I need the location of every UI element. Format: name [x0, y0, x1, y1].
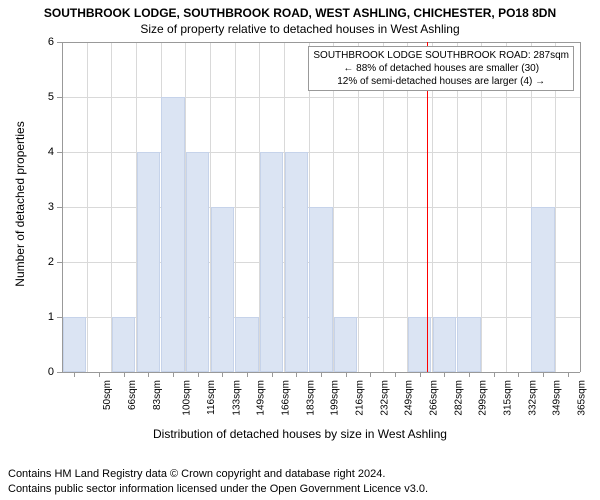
- x-tick-label: 216sqm: [355, 380, 366, 416]
- grid-line-h: [62, 97, 580, 98]
- footer-line-1: Contains HM Land Registry data © Crown c…: [8, 467, 428, 481]
- histogram-bar: [531, 207, 554, 372]
- y-tick-label: 1: [0, 311, 54, 323]
- histogram-bar: [433, 317, 456, 372]
- plot-border-top: [62, 42, 580, 43]
- grid-line-v: [481, 42, 482, 372]
- histogram-bar: [235, 317, 258, 372]
- grid-line-v: [506, 42, 507, 372]
- grid-line-v: [383, 42, 384, 372]
- histogram-bar: [309, 207, 332, 372]
- annotation-box: SOUTHBROOK LODGE SOUTHBROOK ROAD: 287sqm…: [308, 46, 574, 91]
- x-axis: [62, 372, 580, 373]
- x-tick-label: 166sqm: [281, 380, 292, 416]
- x-tick-label: 249sqm: [404, 380, 415, 416]
- annotation-line: SOUTHBROOK LODGE SOUTHBROOK ROAD: 287sqm: [313, 49, 569, 62]
- x-tick-label: 100sqm: [182, 380, 193, 416]
- histogram-bar: [161, 97, 184, 372]
- footer-line-2: Contains public sector information licen…: [8, 482, 428, 496]
- x-tick-label: 83sqm: [152, 380, 163, 410]
- histogram-bar: [112, 317, 135, 372]
- histogram-bar: [63, 317, 86, 372]
- histogram-bar: [211, 207, 234, 372]
- histogram-bar: [334, 317, 357, 372]
- x-tick-label: 282sqm: [453, 380, 464, 416]
- x-tick-label: 349sqm: [552, 380, 563, 416]
- histogram-bar: [260, 152, 283, 372]
- y-axis: [62, 42, 63, 372]
- y-tick-label: 3: [0, 201, 54, 213]
- histogram-bar: [137, 152, 160, 372]
- annotation-line: ← 88% of detached houses are smaller (30…: [313, 62, 569, 75]
- x-tick-label: 315sqm: [503, 380, 514, 416]
- chart-container: SOUTHBROOK LODGE, SOUTHBROOK ROAD, WEST …: [0, 0, 600, 500]
- y-tick-label: 6: [0, 36, 54, 48]
- y-tick-label: 5: [0, 91, 54, 103]
- y-tick-label: 0: [0, 366, 54, 378]
- histogram-bar: [186, 152, 209, 372]
- x-tick-label: 66sqm: [127, 380, 138, 410]
- x-tick-label: 299sqm: [478, 380, 489, 416]
- marker-line: [427, 42, 428, 372]
- x-tick-label: 183sqm: [305, 380, 316, 416]
- histogram-bar: [285, 152, 308, 372]
- x-tick-label: 50sqm: [102, 380, 113, 410]
- grid-line-v: [555, 42, 556, 372]
- x-tick-label: 266sqm: [429, 380, 440, 416]
- x-tick-label: 365sqm: [577, 380, 588, 416]
- x-tick-label: 332sqm: [527, 380, 538, 416]
- y-tick-label: 4: [0, 146, 54, 158]
- x-tick-label: 232sqm: [379, 380, 390, 416]
- x-tick-label: 133sqm: [231, 380, 242, 416]
- x-axis-label: Distribution of detached houses by size …: [0, 427, 600, 441]
- annotation-line: 12% of semi-detached houses are larger (…: [313, 75, 569, 88]
- x-tick-label: 199sqm: [330, 380, 341, 416]
- grid-line-v: [358, 42, 359, 372]
- x-tick-label: 149sqm: [256, 380, 267, 416]
- x-tick-label: 116sqm: [206, 380, 217, 415]
- y-tick-label: 2: [0, 256, 54, 268]
- footer-attribution: Contains HM Land Registry data © Crown c…: [8, 467, 428, 496]
- grid-line-v: [87, 42, 88, 372]
- plot-border-right: [580, 42, 581, 372]
- chart-subtitle: Size of property relative to detached ho…: [0, 20, 600, 36]
- chart-title: SOUTHBROOK LODGE, SOUTHBROOK ROAD, WEST …: [0, 0, 600, 20]
- histogram-bar: [457, 317, 480, 372]
